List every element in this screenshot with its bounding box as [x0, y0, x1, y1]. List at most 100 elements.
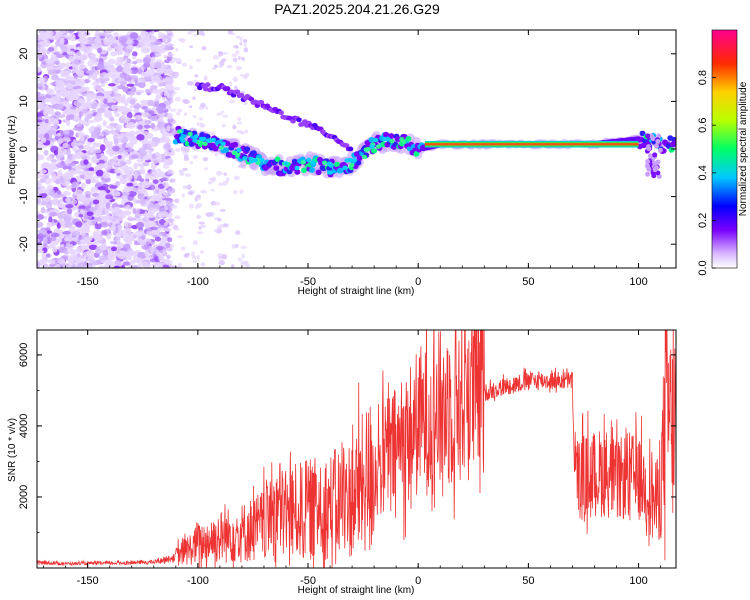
noise-blob — [235, 65, 243, 71]
noise-blob — [122, 251, 130, 259]
noise-blob — [80, 45, 89, 53]
noise-blob — [184, 173, 191, 177]
noise-blob — [62, 52, 68, 56]
noise-blob — [134, 115, 143, 120]
noise-blob — [76, 252, 81, 258]
noise-blob — [176, 111, 181, 116]
noise-blob — [170, 108, 177, 112]
noise-blob — [183, 112, 188, 117]
noise-blob — [74, 170, 82, 174]
noise-blob — [149, 45, 158, 52]
noise-blob — [174, 198, 180, 204]
noise-blob — [145, 241, 150, 246]
noise-blob — [78, 262, 86, 268]
colorbar-tick-label: 0.8 — [697, 70, 709, 85]
noise-blob — [115, 180, 121, 187]
noise-blob — [112, 231, 118, 236]
noise-blob — [163, 100, 172, 106]
noise-blob — [192, 96, 196, 101]
spectral-hotspot — [300, 160, 306, 165]
spectral-blob — [232, 141, 239, 148]
noise-blob — [227, 30, 233, 35]
noise-blob — [123, 169, 129, 174]
noise-blob — [37, 249, 44, 254]
noise-blob — [188, 105, 193, 109]
noise-blob — [37, 171, 42, 179]
noise-blob — [71, 181, 80, 189]
noise-blob — [178, 108, 183, 113]
noise-blob — [37, 140, 42, 147]
noise-blob — [110, 51, 118, 57]
x-tick-label: -100 — [187, 575, 209, 587]
noise-blob — [239, 42, 243, 46]
noise-blob — [239, 36, 243, 42]
spectral-blob — [212, 145, 219, 152]
noise-blob — [146, 43, 152, 48]
noise-blob — [104, 111, 113, 119]
noise-blob — [97, 186, 106, 191]
noise-blob — [132, 61, 138, 65]
noise-blob — [37, 260, 41, 268]
noise-blob — [203, 77, 208, 81]
noise-blob — [219, 60, 225, 66]
spectral-blob — [655, 138, 661, 144]
noise-blob — [121, 264, 126, 268]
noise-blob — [115, 124, 123, 130]
noise-blob — [95, 195, 104, 200]
noise-blob — [237, 257, 242, 262]
noise-blob — [91, 43, 99, 49]
noise-blob — [129, 32, 139, 40]
noise-blob — [139, 149, 148, 157]
noise-blob — [167, 260, 173, 265]
spectral-hotspot — [365, 146, 371, 152]
noise-blob — [118, 36, 128, 44]
noise-blob — [102, 120, 107, 127]
noise-blob — [97, 163, 106, 169]
noise-blob — [43, 149, 49, 156]
noise-blob — [217, 224, 225, 228]
noise-blob — [79, 64, 86, 70]
noise-blob — [65, 243, 73, 248]
noise-blob — [198, 117, 203, 121]
noise-blob — [171, 86, 176, 91]
noise-blob — [85, 178, 92, 185]
noise-blob — [215, 170, 223, 176]
noise-blob — [174, 96, 182, 102]
spectral-hotspot — [283, 161, 289, 166]
noise-blob — [200, 123, 206, 128]
noise-blob — [155, 94, 162, 100]
noise-blob — [126, 173, 133, 181]
noise-blob — [166, 233, 171, 237]
noise-blob — [154, 236, 162, 242]
noise-blob — [104, 207, 109, 214]
noise-blob — [152, 179, 159, 184]
noise-blob — [236, 121, 243, 125]
spectral-blob — [234, 89, 241, 95]
colorbar-label: Normalized spectral amplitude — [738, 81, 749, 216]
noise-blob — [123, 68, 133, 75]
noise-blob — [116, 211, 125, 218]
noise-blob — [137, 251, 147, 260]
noise-blob — [200, 224, 207, 229]
spectral-hotspot — [192, 138, 198, 143]
noise-blob — [38, 193, 47, 199]
noise-blob — [136, 264, 142, 268]
noise-blob — [106, 47, 112, 52]
noise-blob — [113, 236, 118, 242]
noise-blob — [143, 192, 149, 197]
snr-series-line — [37, 330, 676, 568]
noise-blob — [63, 250, 70, 255]
noise-blob — [104, 139, 109, 146]
noise-blob — [154, 40, 162, 45]
noise-blob — [237, 117, 242, 121]
spectral-blob — [668, 147, 675, 153]
noise-blob — [140, 99, 149, 104]
noise-blob — [153, 159, 158, 164]
noise-blob — [190, 30, 196, 33]
noise-blob — [81, 200, 91, 204]
noise-blob — [150, 246, 155, 254]
noise-blob — [39, 185, 46, 192]
y-tick-label: 4000 — [18, 414, 30, 438]
noise-blob — [57, 138, 64, 144]
noise-blob — [204, 167, 208, 171]
